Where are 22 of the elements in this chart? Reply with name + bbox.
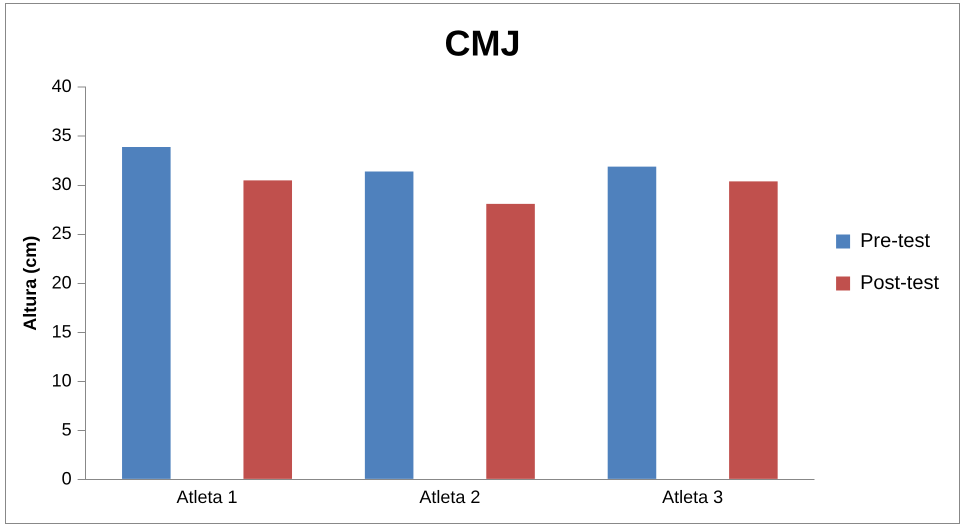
legend-label: Post-test [860,272,940,294]
y-axis-title: Altura (cm) [20,236,40,331]
y-tick-label: 20 [52,272,72,292]
bar [243,180,292,479]
y-tick-label: 10 [52,370,72,390]
y-tick-label: 25 [52,223,72,244]
y-tick-label: 35 [52,125,72,146]
y-tick-label: 40 [52,76,72,96]
bar [122,147,171,479]
x-tick-label: Atleta 2 [419,487,480,508]
x-tick-label: Atleta 1 [176,487,238,508]
bar [486,204,535,479]
chart-title: CMJ [444,22,521,64]
bar [364,172,414,479]
x-tick-label: Atleta 3 [662,487,724,508]
y-tick-label: 15 [52,321,72,342]
bar [729,181,778,479]
legend-label: Pre-test [860,230,931,252]
y-tick-label: 5 [62,419,72,440]
y-tick-label: 0 [62,468,72,488]
bar [608,166,656,479]
y-tick-label: 30 [52,174,72,194]
